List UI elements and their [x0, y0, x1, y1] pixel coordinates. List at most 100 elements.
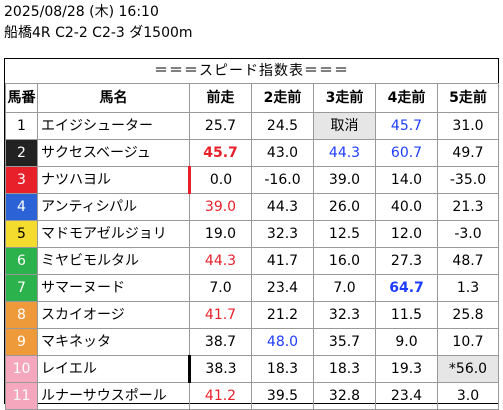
table-row: 9 マキネッタ 38.7 48.0 35.7 9.0 10.7	[5, 328, 499, 356]
speed-index-value: 21.2	[251, 301, 314, 329]
speed-index-value: 12.0	[375, 220, 438, 248]
col-header-2back: 2走前	[251, 83, 314, 113]
col-header-4back: 4走前	[375, 83, 438, 113]
speed-index-value: 39.0	[313, 166, 376, 194]
horse-name: アンティシパル	[37, 193, 190, 221]
table-row: 5 マドモアゼルジョリ 19.0 32.3 12.5 12.0 -3.0	[5, 220, 499, 248]
table-row: 7 サマーヌード 7.0 23.4 7.0 64.7 1.3	[5, 274, 499, 302]
col-header-5back: 5走前	[437, 83, 499, 113]
horse-number: 7	[5, 274, 38, 302]
speed-index-value: 取消	[313, 112, 376, 140]
horse-number: 2	[5, 139, 38, 167]
horse-number: 6	[5, 247, 38, 275]
speed-index-value: 23.4	[251, 274, 314, 302]
speed-index-value: 40.0	[375, 193, 438, 221]
speed-index-value: 7.0	[313, 274, 376, 302]
col-header-last: 前走	[189, 83, 252, 113]
speed-index-value: 41.2	[189, 382, 252, 410]
horse-name: レイエル	[37, 355, 191, 383]
horse-name: スカイオージ	[37, 301, 190, 329]
horse-name: ミヤビモルタル	[37, 247, 190, 275]
col-header-number: 馬番	[5, 83, 38, 113]
horse-number: 4	[5, 193, 38, 221]
speed-index-value: 25.8	[437, 301, 499, 329]
speed-index-value: *56.0	[437, 355, 499, 383]
table-row: 10 レイエル 38.3 18.3 18.3 19.3 *56.0	[5, 355, 499, 383]
horse-name: マキネッタ	[37, 328, 190, 356]
speed-index-value: 0.0	[189, 166, 252, 194]
speed-index-value: 64.7	[375, 274, 438, 302]
table-row: 11 ルナーサウスポール 41.2 39.5 32.8 23.4 3.0	[5, 382, 499, 410]
speed-index-value: -16.0	[251, 166, 314, 194]
horse-number: 5	[5, 220, 38, 248]
speed-index-value: 10.7	[437, 328, 499, 356]
table-row: 1 エイジシューター 25.7 24.5 取消 45.7 31.0	[5, 112, 499, 140]
table-title: ＝＝＝スピード指数表＝＝＝	[154, 63, 349, 79]
speed-index-value: 39.5	[251, 382, 314, 410]
horse-number: 3	[5, 166, 38, 194]
speed-index-value: 41.7	[251, 247, 314, 275]
speed-index-value: 43.0	[251, 139, 314, 167]
horse-name: マドモアゼルジョリ	[37, 220, 190, 248]
race-datetime: 2025/08/28 (木) 16:10	[4, 4, 159, 20]
speed-index-value: 45.7	[189, 139, 252, 167]
speed-index-value: 12.5	[313, 220, 376, 248]
speed-index-value: 45.7	[375, 112, 438, 140]
speed-index-value: 60.7	[375, 139, 438, 167]
col-header-name: 馬名	[37, 83, 190, 113]
table-row: 8 スカイオージ 41.7 21.2 32.3 11.5 25.8	[5, 301, 499, 329]
speed-index-grid: 馬番 馬名 前走 2走前 3走前 4走前 5走前 1 エイジシューター 25.7 24…	[5, 83, 499, 410]
speed-index-value: 44.3	[251, 193, 314, 221]
table-row: 3 ナツハヨル 0.0 -16.0 39.0 14.0 -35.0	[5, 166, 499, 194]
speed-index-value: 3.0	[437, 382, 499, 410]
speed-index-value: 49.7	[437, 139, 499, 167]
speed-index-value: 23.4	[375, 382, 438, 410]
speed-index-value: 19.3	[375, 355, 438, 383]
speed-index-value: 32.8	[313, 382, 376, 410]
col-header-3back: 3走前	[313, 83, 376, 113]
speed-index-value: 32.3	[313, 301, 376, 329]
speed-index-value: 18.3	[313, 355, 376, 383]
horse-name: ナツハヨル	[37, 166, 191, 194]
speed-index-value: 19.0	[189, 220, 252, 248]
horse-name: ルナーサウスポール	[37, 382, 190, 410]
speed-index-value: 35.7	[313, 328, 376, 356]
speed-index-value: 1.3	[437, 274, 499, 302]
speed-index-value: 41.7	[189, 301, 252, 329]
speed-index-value: -35.0	[437, 166, 499, 194]
speed-index-value: 11.5	[375, 301, 438, 329]
speed-index-value: 31.0	[437, 112, 499, 140]
speed-index-value: 7.0	[189, 274, 252, 302]
speed-index-value: 21.3	[437, 193, 499, 221]
horse-number: 10	[5, 355, 38, 383]
speed-index-value: 9.0	[375, 328, 438, 356]
speed-index-value: 25.7	[189, 112, 252, 140]
speed-index-value: 38.3	[189, 355, 252, 383]
table-row: 6 ミヤビモルタル 44.3 41.7 16.0 27.3 48.7	[5, 247, 499, 275]
speed-index-value: 48.7	[437, 247, 499, 275]
table-row: 4 アンティシパル 39.0 44.3 26.0 40.0 21.3	[5, 193, 499, 221]
horse-number: 8	[5, 301, 38, 329]
race-header: 2025/08/28 (木) 16:10 船橋4R C2-2 C2-3 ダ150…	[4, 2, 193, 44]
speed-index-value: 24.5	[251, 112, 314, 140]
speed-index-value: 14.0	[375, 166, 438, 194]
speed-index-value: 38.7	[189, 328, 252, 356]
table-row: 2 サクセスベージュ 45.7 43.0 44.3 60.7 49.7	[5, 139, 499, 167]
horse-name: サマーヌード	[37, 274, 190, 302]
speed-index-value: 26.0	[313, 193, 376, 221]
speed-index-value: -3.0	[437, 220, 499, 248]
speed-index-value: 18.3	[251, 355, 314, 383]
speed-index-value: 44.3	[189, 247, 252, 275]
speed-index-table: ＝＝＝スピード指数表＝＝＝ 馬番 馬名 前走 2走前 3走前 4走前 5走前 1…	[4, 58, 499, 410]
speed-index-value: 32.3	[251, 220, 314, 248]
speed-index-value: 48.0	[251, 328, 314, 356]
race-info: 船橋4R C2-2 C2-3 ダ1500m	[4, 25, 193, 41]
horse-number: 1	[5, 112, 38, 140]
header-row: 馬番 馬名 前走 2走前 3走前 4走前 5走前	[5, 83, 499, 113]
horse-name: エイジシューター	[37, 112, 190, 140]
horse-number: 9	[5, 328, 38, 356]
speed-index-value: 39.0	[189, 193, 252, 221]
speed-index-value: 16.0	[313, 247, 376, 275]
horse-number: 11	[5, 382, 38, 410]
horse-name: サクセスベージュ	[37, 139, 190, 167]
